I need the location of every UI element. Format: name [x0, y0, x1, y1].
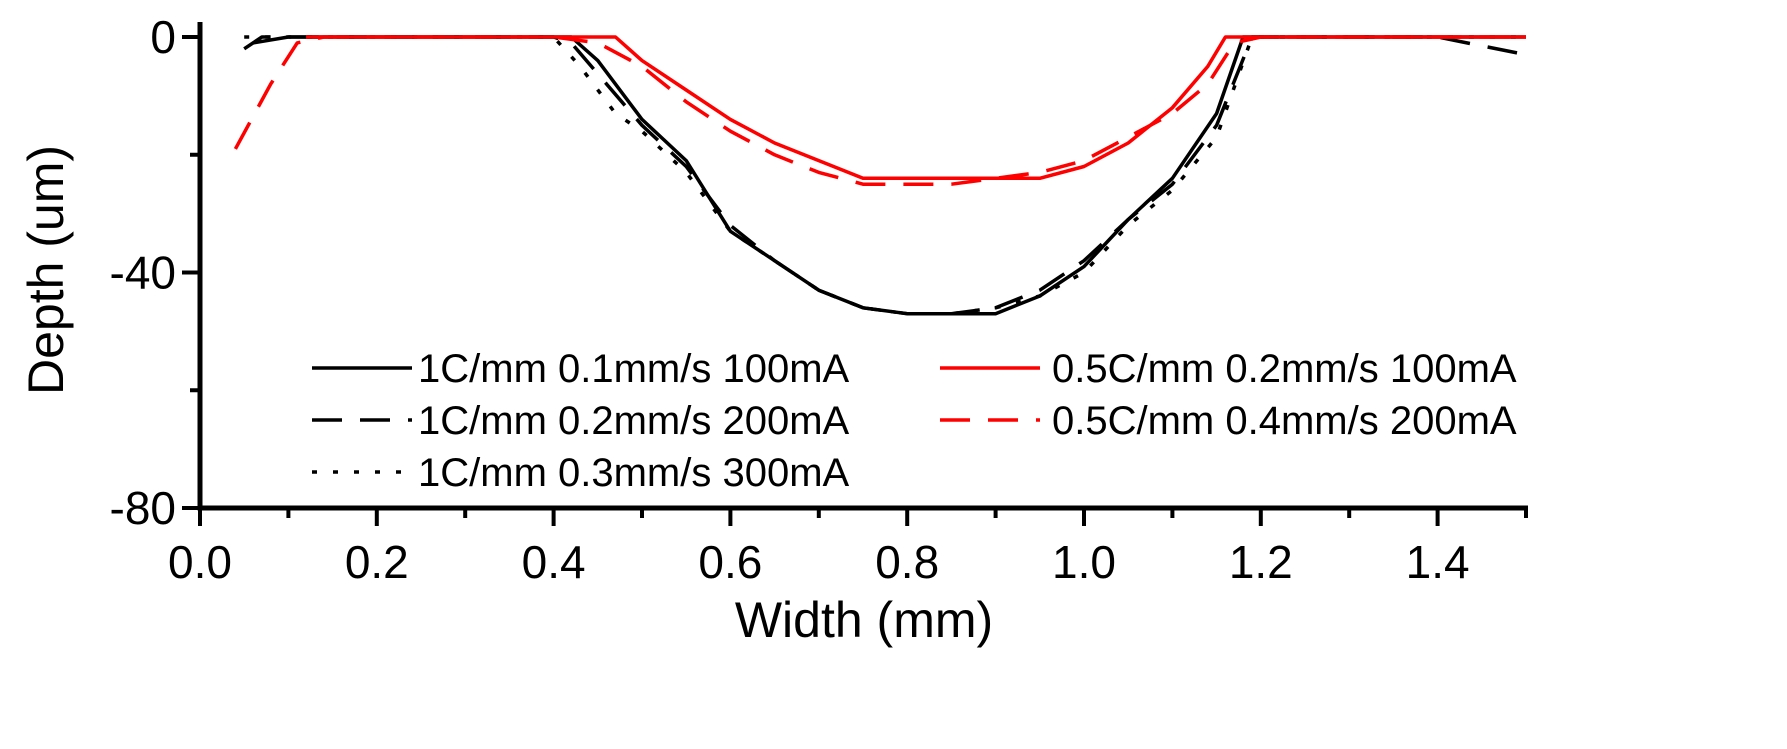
y-axis-title: Depth (um): [18, 145, 74, 395]
series-line-3: [244, 35, 1526, 316]
legend-label-3: 1C/mm 0.3mm/s 300mA: [418, 451, 850, 495]
x-tick-label: 0.4: [522, 536, 586, 588]
legend-label-4: 0.5C/mm 0.2mm/s 100mA: [1052, 347, 1517, 391]
ticks-layer: 0.0 0.2 0.4 0.6 0.8 1.0 1.2 1.4 0 -40 -80: [110, 11, 1528, 588]
legend-label-5: 0.5C/mm 0.4mm/s 200mA: [1052, 399, 1517, 443]
x-tick-label: 1.0: [1052, 536, 1116, 588]
x-tick-label: 1.4: [1406, 536, 1470, 588]
legend-label-2: 1C/mm 0.2mm/s 200mA: [418, 399, 850, 443]
y-tick-label: -40: [110, 247, 176, 299]
series-line-5: [233, 35, 1526, 186]
legend-label-1: 1C/mm 0.1mm/s 100mA: [418, 347, 850, 391]
x-tick-label: 1.2: [1229, 536, 1293, 588]
y-tick-label: -80: [110, 482, 176, 534]
legend: 1C/mm 0.1mm/s 100mA 1C/mm 0.2mm/s 200mA 1C…: [312, 347, 1517, 495]
series-line-4: [306, 35, 1526, 181]
series-line-1: [252, 35, 1526, 316]
x-tick-label: 0.8: [875, 536, 939, 588]
x-tick-label: 0.0: [168, 536, 232, 588]
x-axis-title: Width (mm): [735, 592, 993, 648]
series-layer: [233, 35, 1527, 316]
y-tick-label: 0: [150, 11, 176, 63]
x-tick-label: 0.6: [698, 536, 762, 588]
x-tick-label: 0.2: [345, 536, 409, 588]
series-line-2: [243, 35, 1527, 316]
